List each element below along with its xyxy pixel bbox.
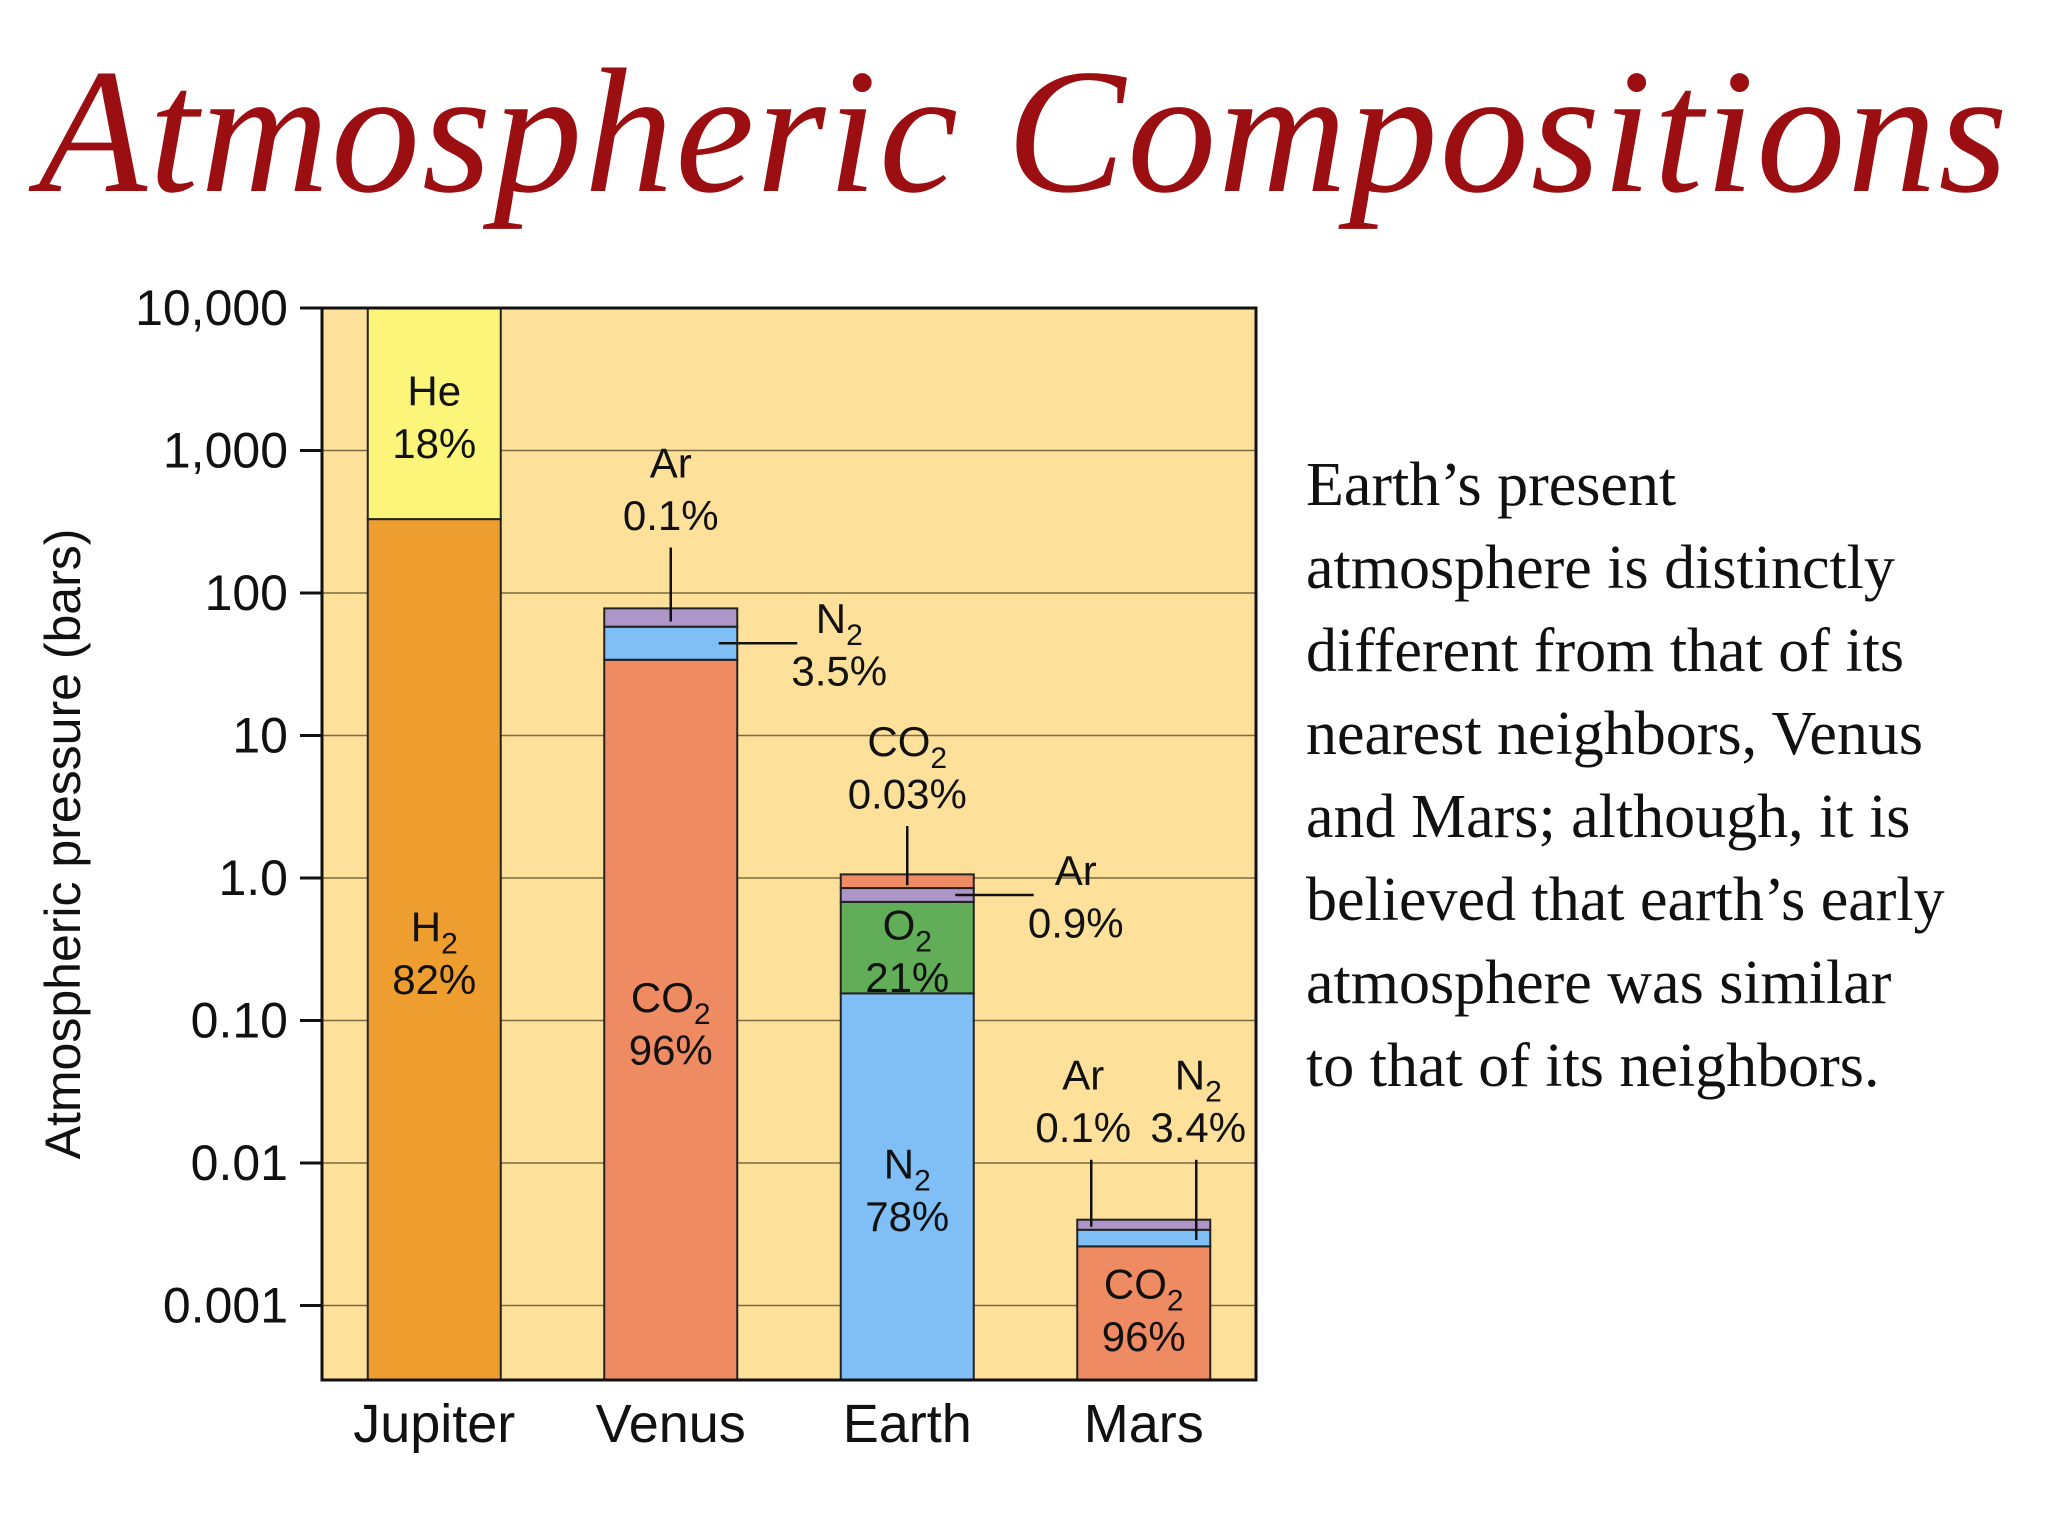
bar-segment-co2 — [603, 658, 739, 1381]
bar-segment-h2 — [366, 518, 502, 1381]
bar-segment-he — [366, 307, 502, 521]
gas-percent-label: 0.1% — [1035, 1104, 1131, 1151]
segment-label: N2 — [884, 1141, 931, 1198]
bar-segment-co2 — [1076, 1245, 1212, 1381]
segment-label: CO2 — [631, 974, 711, 1031]
y-tick-label: 1,000 — [163, 422, 288, 478]
gas-symbol: Ar — [650, 440, 692, 487]
gas-subscript: 2 — [914, 1165, 931, 1198]
slide-title: Atmospheric Compositions — [38, 32, 2010, 230]
gas-symbol: He — [407, 368, 461, 415]
gas-symbol: N — [884, 1141, 914, 1188]
y-axis: 10,000 1,000 100 10 1.0 0.10 0.01 0.001 — [135, 280, 322, 1333]
gas-subscript: 2 — [846, 619, 863, 652]
body-text-line: nearest neighbors, Venus — [1306, 700, 1924, 768]
body-text-line: different from that of its — [1306, 617, 1905, 685]
callout-label: Ar — [1062, 1052, 1104, 1099]
segment-label: O2 — [883, 902, 932, 959]
bar-segment-ar — [839, 887, 975, 903]
gas-symbol: O — [883, 902, 916, 949]
bar-segment-n2 — [1076, 1228, 1212, 1248]
x-tick-label: Mars — [1084, 1394, 1204, 1454]
gas-symbol: CO — [631, 974, 694, 1021]
gas-subscript: 2 — [1205, 1076, 1222, 1109]
bar-segment-n2 — [603, 625, 739, 661]
y-tick-label: 100 — [205, 565, 288, 621]
gas-symbol: Ar — [1055, 847, 1097, 894]
x-tick-label: Earth — [843, 1394, 972, 1454]
body-text-line: believed that earth’s early — [1306, 866, 1945, 934]
y-tick-label: 10 — [232, 707, 288, 763]
y-tick-label: 0.001 — [163, 1277, 288, 1333]
gas-percent-label: 82% — [392, 956, 476, 1003]
gas-symbol: N — [1175, 1052, 1205, 1099]
gas-symbol: Ar — [1062, 1052, 1104, 1099]
gas-subscript: 2 — [1167, 1284, 1184, 1317]
plot-frame — [320, 306, 1258, 1382]
segment-label: CO2 — [1104, 1260, 1184, 1317]
gas-percent-label: 96% — [1102, 1313, 1186, 1360]
gas-symbol: CO — [1104, 1260, 1167, 1307]
gas-percent-label: 18% — [392, 420, 476, 467]
gas-subscript: 2 — [930, 742, 947, 775]
body-text-line: Earth’s present — [1306, 451, 1677, 519]
callout-label: N2 — [816, 595, 863, 652]
gas-percent-label: 96% — [629, 1026, 713, 1073]
body-text-line: atmosphere was similar — [1306, 949, 1892, 1017]
gas-subscript: 2 — [694, 998, 711, 1031]
gas-symbol: H — [411, 904, 441, 951]
callout-label: N2 — [1175, 1052, 1222, 1109]
callout-label: Ar — [650, 440, 692, 487]
segment-label: H2 — [411, 904, 458, 961]
callout-label: CO2 — [867, 718, 947, 775]
gas-percent-label: 0.1% — [623, 492, 719, 539]
x-tick-label: Jupiter — [353, 1394, 515, 1454]
body-text-line: and Mars; although, it is — [1306, 783, 1911, 851]
y-tick-label: 0.10 — [191, 992, 288, 1048]
bar-segment-ar — [1076, 1218, 1212, 1231]
x-tick-label: Venus — [596, 1394, 746, 1454]
y-tick-label: 10,000 — [135, 280, 288, 336]
callout-label: Ar — [1055, 847, 1097, 894]
slide-body-text: Earth’s present atmosphere is distinctly d… — [1306, 444, 2046, 1108]
y-tick-label: 0.01 — [191, 1135, 288, 1191]
x-axis: Jupiter Venus Earth Mars — [353, 1394, 1204, 1454]
gas-symbol: CO — [867, 718, 930, 765]
gas-percent-label: 78% — [865, 1193, 949, 1240]
body-text-line: atmosphere is distinctly — [1306, 534, 1895, 602]
gas-percent-label: 21% — [865, 954, 949, 1001]
bar-segment-n2 — [839, 992, 975, 1382]
y-axis-label: Atmospheric pressure (bars) — [35, 529, 91, 1160]
gas-symbol: N — [816, 595, 846, 642]
bar-segment-o2 — [839, 900, 975, 995]
gas-subscript: 2 — [441, 928, 458, 961]
gas-percent-label: 3.4% — [1150, 1104, 1246, 1151]
gas-percent-label: 3.5% — [791, 648, 887, 695]
gas-percent-label: 0.9% — [1028, 899, 1124, 946]
gas-percent-label: 0.03% — [848, 770, 967, 817]
body-text-line: to that of its neighbors. — [1306, 1032, 1880, 1100]
gas-subscript: 2 — [915, 926, 932, 959]
y-tick-label: 1.0 — [218, 850, 288, 906]
segment-label: He — [407, 368, 461, 415]
